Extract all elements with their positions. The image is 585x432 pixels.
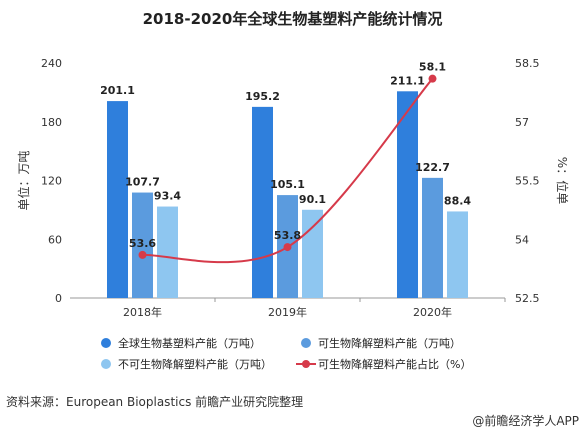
bar-value-label: 195.2	[245, 90, 280, 103]
chart-title: 2018-2020年全球生物基塑料产能统计情况	[142, 10, 443, 28]
x-tick-label: 2020年	[413, 305, 452, 319]
legend-marker	[101, 338, 111, 348]
ratio-value-label: 58.1	[419, 61, 446, 74]
bar	[157, 206, 178, 298]
legend-label: 可生物降解塑料产能（万吨）	[318, 336, 461, 350]
y2-tick-label: 54	[515, 233, 529, 246]
bar	[447, 211, 468, 298]
y-tick-label: 60	[48, 233, 62, 246]
y-tick-label: 180	[41, 116, 62, 129]
bar-value-label: 88.4	[444, 194, 471, 207]
ratio-value-label: 53.6	[129, 237, 156, 250]
ratio-line	[142, 78, 434, 264]
source-note: 资料来源：European Bioplastics 前瞻产业研究院整理	[6, 395, 304, 409]
x-tick-label: 2018年	[123, 305, 162, 319]
bar-value-label: 107.7	[125, 176, 160, 189]
y2-tick-label: 57	[515, 116, 529, 129]
ratio-value-label: 53.8	[274, 229, 301, 242]
credit-note: @前瞻经济学人APP	[472, 414, 579, 428]
x-tick-label: 2019年	[268, 305, 307, 319]
bar	[132, 192, 153, 298]
bar	[107, 101, 128, 298]
y2-axis-title: %：位单	[555, 157, 570, 204]
legend: 全球生物基塑料产能（万吨） 可生物降解塑料产能（万吨） 不可生物降解塑料产能（万吨）…	[101, 336, 471, 371]
legend-label: 可生物降解塑料产能占比（%）	[318, 357, 471, 371]
ratio-point	[138, 250, 147, 259]
bar-value-label: 105.1	[270, 178, 305, 191]
y2-tick-label: 58.5	[515, 57, 540, 70]
bar-value-label: 201.1	[100, 84, 135, 97]
legend-marker-dot	[302, 360, 310, 368]
y2-tick-label: 52.5	[515, 292, 540, 305]
bar-value-label: 211.1	[390, 74, 425, 87]
bar	[252, 106, 273, 298]
legend-label: 全球生物基塑料产能（万吨）	[118, 336, 261, 350]
bar	[397, 91, 418, 299]
ratio-point	[428, 74, 437, 83]
bar-value-label: 93.4	[154, 190, 181, 203]
bar	[302, 209, 323, 298]
y2-tick-label: 55.5	[515, 175, 540, 188]
legend-marker	[101, 359, 111, 369]
y-axis-title: 单位：万吨	[16, 150, 31, 210]
bar-value-label: 90.1	[299, 193, 326, 206]
ratio-point	[283, 243, 292, 252]
y-tick-label: 240	[41, 57, 62, 70]
labels: 2018年 201.1 107.793.4 2019年 195.2 105.1 90.1 20…	[100, 61, 471, 319]
line-layer	[138, 74, 437, 264]
axes: 0 60 120 180 240 52.5 54 55.5 57 58.5 单位：万吨 %：位单	[16, 57, 570, 305]
legend-marker	[301, 338, 311, 348]
legend-label: 不可生物降解塑料产能（万吨）	[118, 357, 272, 371]
bars	[107, 91, 468, 299]
bar	[422, 177, 443, 298]
bar-value-label: 122.7	[415, 161, 450, 174]
y-tick-label: 0	[55, 292, 62, 305]
y-tick-label: 120	[41, 175, 62, 188]
